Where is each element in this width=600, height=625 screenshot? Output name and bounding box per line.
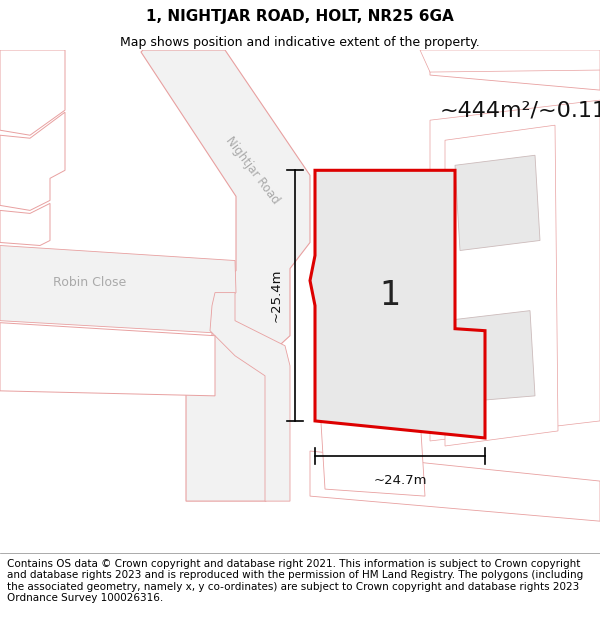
Polygon shape bbox=[310, 451, 600, 521]
Text: ~25.4m: ~25.4m bbox=[270, 269, 283, 322]
Polygon shape bbox=[455, 155, 540, 251]
Text: Map shows position and indicative extent of the property.: Map shows position and indicative extent… bbox=[120, 36, 480, 49]
Text: ~444m²/~0.110ac.: ~444m²/~0.110ac. bbox=[440, 100, 600, 120]
Polygon shape bbox=[445, 311, 535, 403]
Text: 1: 1 bbox=[379, 279, 401, 312]
Polygon shape bbox=[430, 100, 600, 441]
Text: Contains OS data © Crown copyright and database right 2021. This information is : Contains OS data © Crown copyright and d… bbox=[7, 559, 583, 603]
Polygon shape bbox=[320, 406, 425, 496]
Polygon shape bbox=[320, 178, 390, 403]
Polygon shape bbox=[0, 322, 215, 396]
Polygon shape bbox=[0, 50, 65, 135]
Polygon shape bbox=[420, 50, 600, 72]
Polygon shape bbox=[0, 112, 65, 211]
Text: Nightjar Road: Nightjar Road bbox=[223, 134, 281, 206]
Polygon shape bbox=[0, 246, 236, 332]
Polygon shape bbox=[0, 203, 50, 246]
Text: 1, NIGHTJAR ROAD, HOLT, NR25 6GA: 1, NIGHTJAR ROAD, HOLT, NR25 6GA bbox=[146, 9, 454, 24]
Polygon shape bbox=[430, 50, 600, 90]
Polygon shape bbox=[445, 125, 558, 446]
Polygon shape bbox=[210, 292, 290, 501]
Text: ~24.7m: ~24.7m bbox=[373, 474, 427, 487]
Text: Robin Close: Robin Close bbox=[53, 276, 127, 289]
Polygon shape bbox=[310, 170, 485, 438]
Polygon shape bbox=[141, 50, 310, 501]
